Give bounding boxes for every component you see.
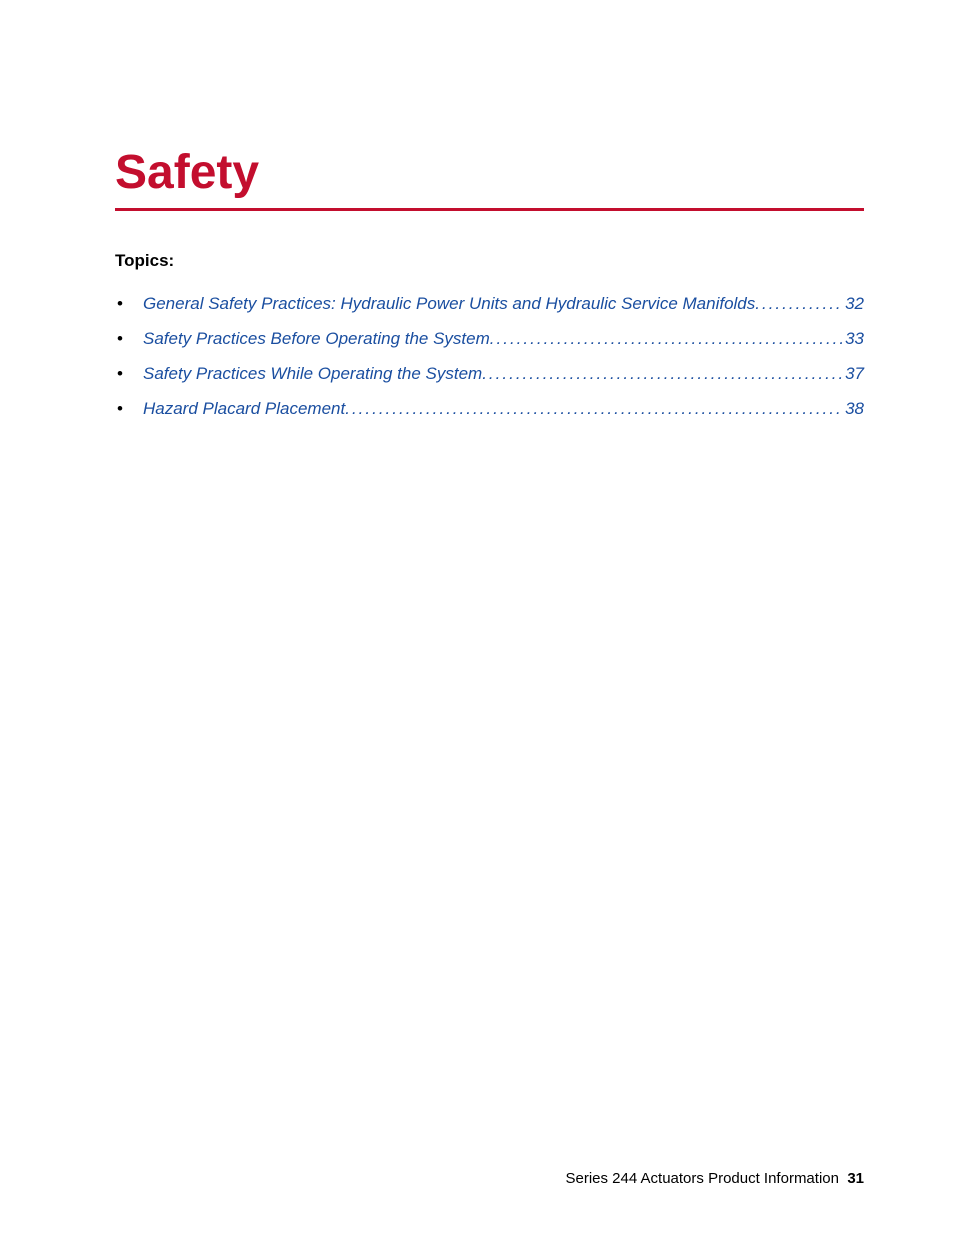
document-page: Safety Topics: • General Safety Practice… [0,0,954,1235]
chapter-title: Safety [115,145,864,211]
toc-leader-dots: ........................................… [755,293,843,315]
toc-list: • General Safety Practices: Hydraulic Po… [115,293,864,420]
page-footer: Series 244 Actuators Product Information… [565,1170,864,1187]
bullet-icon: • [115,398,143,420]
toc-entry-page: 38 [843,398,864,420]
toc-entry-label: Hazard Placard Placement [143,398,345,420]
bullet-icon: • [115,328,143,350]
toc-entry-page: 37 [843,363,864,385]
toc-entry[interactable]: • Hazard Placard Placement .............… [115,398,864,420]
bullet-icon: • [115,293,143,315]
toc-leader-dots: ........................................… [482,363,843,385]
toc-entry-page: 32 [843,293,864,315]
toc-entry-label: Safety Practices While Operating the Sys… [143,363,482,385]
footer-page-number: 31 [847,1170,864,1187]
toc-leader-dots: ........................................… [345,398,843,420]
footer-text: Series 244 Actuators Product Information [565,1170,838,1187]
toc-entry-label: Safety Practices Before Operating the Sy… [143,328,490,350]
bullet-icon: • [115,363,143,385]
toc-entry[interactable]: • General Safety Practices: Hydraulic Po… [115,293,864,315]
toc-entry[interactable]: • Safety Practices Before Operating the … [115,328,864,350]
toc-entry[interactable]: • Safety Practices While Operating the S… [115,363,864,385]
topics-heading: Topics: [115,251,864,271]
toc-entry-page: 33 [843,328,864,350]
toc-leader-dots: ........................................… [490,328,843,350]
toc-entry-label: General Safety Practices: Hydraulic Powe… [143,293,755,315]
